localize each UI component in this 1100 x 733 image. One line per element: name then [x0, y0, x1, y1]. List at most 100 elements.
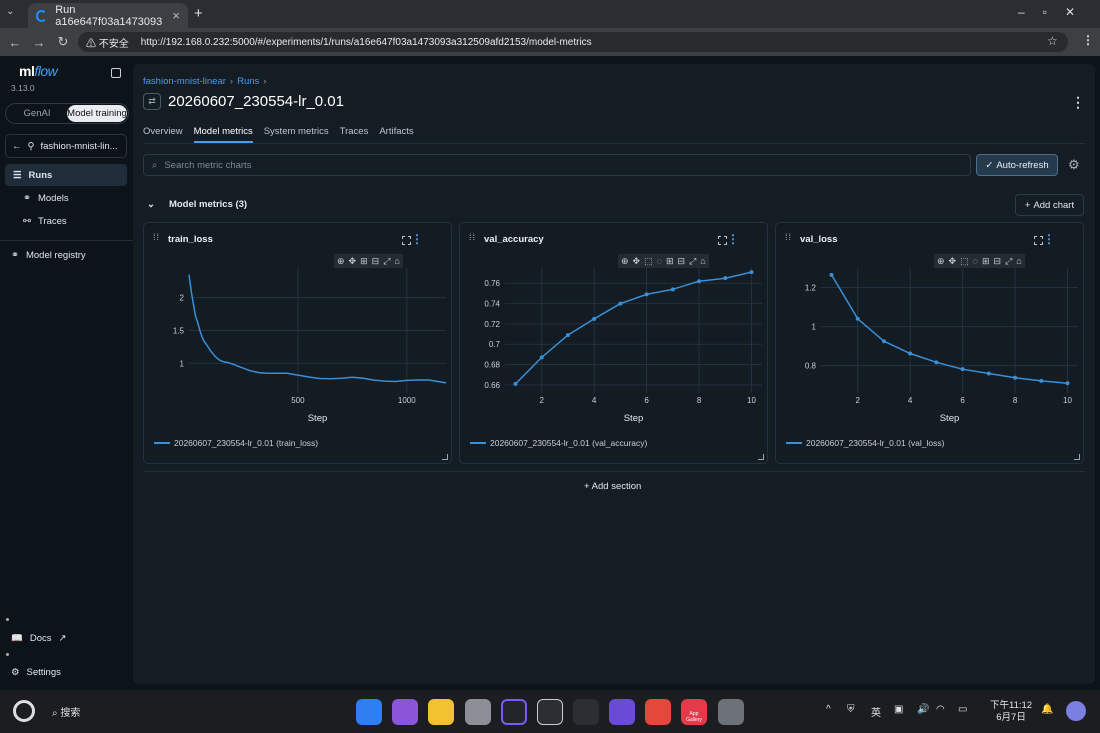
chart-settings-icon[interactable]: ⚙ [1068, 157, 1080, 172]
autoscale-icon[interactable]: ⤢ [689, 255, 697, 266]
fullscreen-icon[interactable] [402, 236, 411, 245]
sidebar-item-settings[interactable]: ⚙ Settings [3, 661, 125, 683]
autoscale-icon[interactable]: ⤢ [383, 255, 391, 266]
clock[interactable]: 下午11:12 6月7日 [990, 700, 1032, 724]
tray-shield-icon[interactable]: ⛨ [847, 704, 855, 715]
chart-plot[interactable]: 2 4 6 8 10 0.8 1 1.2 Step [776, 263, 1085, 433]
trash-app-icon[interactable] [465, 699, 491, 725]
pan-icon[interactable]: ✥ [348, 255, 357, 266]
lasso-icon[interactable]: ◌ [656, 256, 662, 266]
sidebar-item-traces[interactable]: ⚯ Traces [5, 210, 127, 232]
sidebar-item-model-registry[interactable]: ⚭ Model registry [3, 244, 125, 266]
browser-tab[interactable]: Run a16e647f03a1473093 × [28, 3, 188, 28]
files-app-icon[interactable] [428, 699, 454, 725]
settings-app-icon[interactable] [718, 699, 744, 725]
zoom-icon[interactable]: ⊕ [937, 255, 945, 266]
drag-handle-icon[interactable]: ⁞⁞ [785, 232, 793, 242]
pan-icon[interactable]: ✥ [632, 255, 641, 266]
battery-icon[interactable]: ▭ [958, 704, 968, 715]
tab-search-icon[interactable]: ⌄ [6, 6, 15, 17]
add-section-button[interactable]: + Add section [584, 481, 641, 492]
browser-menu-icon[interactable]: ⋮ [1082, 33, 1094, 47]
collapse-sidebar-icon[interactable] [111, 68, 121, 78]
layers-app-icon[interactable] [573, 699, 599, 725]
auto-refresh-button[interactable]: ✓ Auto-refresh [976, 154, 1058, 176]
chart-menu-icon[interactable]: ⋮ [1043, 232, 1055, 246]
resize-handle[interactable] [1074, 454, 1080, 460]
shield-app-icon[interactable] [609, 699, 635, 725]
url-field[interactable]: ⚠ 不安全 http://192.168.0.232:5000/#/experi… [78, 32, 1068, 52]
zoom-icon[interactable]: ⊕ [621, 255, 629, 266]
back-arrow-icon[interactable]: ← [12, 140, 22, 152]
zoom-in-icon[interactable]: ⊞ [665, 255, 674, 266]
restore-icon[interactable]: ▫ [1042, 5, 1047, 19]
breadcrumb-experiment[interactable]: fashion-mnist-linear [143, 76, 226, 87]
volume-icon[interactable]: 🔊 [917, 704, 930, 715]
resize-handle[interactable] [758, 454, 764, 460]
resize-handle[interactable] [442, 454, 448, 460]
tray-expand-icon[interactable]: ^ [826, 704, 831, 715]
reload-icon[interactable]: ↻ [57, 34, 69, 49]
tab-traces[interactable]: Traces [339, 126, 369, 137]
fullscreen-icon[interactable] [718, 236, 727, 245]
wifi-icon[interactable]: ◠ [936, 704, 945, 715]
chart-plot[interactable]: 500 1000 1 1.5 2 Step [144, 263, 453, 433]
home-icon[interactable]: ⌂ [394, 256, 400, 266]
taskbar-search[interactable]: ⌕ 搜索 [52, 704, 80, 719]
run-menu-icon[interactable]: ⋮ [1071, 94, 1085, 110]
zoom-in-icon[interactable]: ⊞ [360, 255, 368, 266]
sidebar-item-runs[interactable]: ☰ Runs [5, 164, 127, 186]
avatar[interactable] [1066, 701, 1086, 721]
autoscale-icon[interactable]: ⤢ [1005, 255, 1013, 266]
drag-handle-icon[interactable]: ⁞⁞ [153, 232, 161, 242]
terminal-app-icon[interactable] [537, 699, 563, 725]
ime-indicator[interactable]: 英 [871, 708, 881, 719]
close-tab-icon[interactable]: × [172, 8, 180, 23]
browser-app-icon[interactable] [501, 699, 527, 725]
new-tab-icon[interactable]: + [194, 5, 203, 22]
chart-legend[interactable]: 20260607_230554-lr_0.01 (val_loss) [786, 438, 944, 448]
home-icon[interactable]: ⌂ [1016, 256, 1022, 266]
home-icon[interactable]: ⌂ [700, 256, 706, 266]
fullscreen-icon[interactable] [1034, 236, 1043, 245]
box-select-icon[interactable]: ⬚ [960, 255, 969, 266]
close-window-icon[interactable]: ✕ [1064, 5, 1076, 19]
drag-handle-icon[interactable]: ⁞⁞ [469, 232, 477, 242]
search-metric-charts-input[interactable]: ⌕ Search metric charts [143, 154, 971, 176]
sidebar-item-models[interactable]: ⚭ Models [5, 187, 127, 209]
tab-overview[interactable]: Overview [143, 126, 183, 137]
rss-app-icon[interactable] [645, 699, 671, 725]
lasso-icon[interactable]: ◌ [972, 256, 978, 266]
chart-plot[interactable]: 2 4 6 8 10 0.66 0.68 0.7 0.72 0.74 0.76 Step [460, 263, 769, 433]
zoom-out-icon[interactable]: ⊟ [677, 255, 686, 266]
zoom-out-icon[interactable]: ⊟ [993, 255, 1002, 266]
toggle-model-training[interactable]: Model training [67, 105, 127, 122]
sidebar-item-docs[interactable]: 📖 Docs ↗ [3, 627, 125, 649]
tab-artifacts[interactable]: Artifacts [379, 126, 414, 137]
forward-icon[interactable]: → [32, 34, 46, 50]
section-header[interactable]: ⌄ Model metrics (3) [147, 199, 247, 210]
pan-icon[interactable]: ✥ [948, 255, 957, 266]
chart-menu-icon[interactable]: ⋮ [727, 232, 739, 246]
multitask-app-icon[interactable] [392, 699, 418, 725]
chart-menu-icon[interactable]: ⋮ [411, 232, 423, 246]
box-select-icon[interactable]: ⬚ [644, 255, 653, 266]
start-icon[interactable] [13, 700, 35, 722]
tray-clipboard-icon[interactable]: ▣ [894, 704, 904, 715]
bookmark-star-icon[interactable]: ☆ [1047, 34, 1058, 48]
app-gallery-icon[interactable]: App Gallery [681, 699, 707, 725]
zoom-icon[interactable]: ⊕ [337, 255, 345, 266]
back-icon[interactable]: ← [8, 34, 22, 50]
toggle-genai[interactable]: GenAI [23, 108, 51, 119]
tab-system-metrics[interactable]: System metrics [263, 126, 329, 137]
zoom-in-icon[interactable]: ⊞ [981, 255, 990, 266]
add-chart-button[interactable]: + Add chart [1015, 194, 1084, 216]
experiment-selector[interactable]: ← ⚲ fashion-mnist-lin... [5, 134, 127, 158]
tab-model-metrics[interactable]: Model metrics [193, 126, 253, 143]
chart-legend[interactable]: 20260607_230554-lr_0.01 (val_accuracy) [470, 438, 647, 448]
launcher-app-icon[interactable] [356, 699, 382, 725]
zoom-out-icon[interactable]: ⊟ [371, 255, 380, 266]
breadcrumb-runs[interactable]: Runs [237, 76, 260, 87]
chevron-down-icon[interactable]: ⌄ [147, 199, 155, 210]
minimize-icon[interactable]: – [1018, 5, 1025, 19]
